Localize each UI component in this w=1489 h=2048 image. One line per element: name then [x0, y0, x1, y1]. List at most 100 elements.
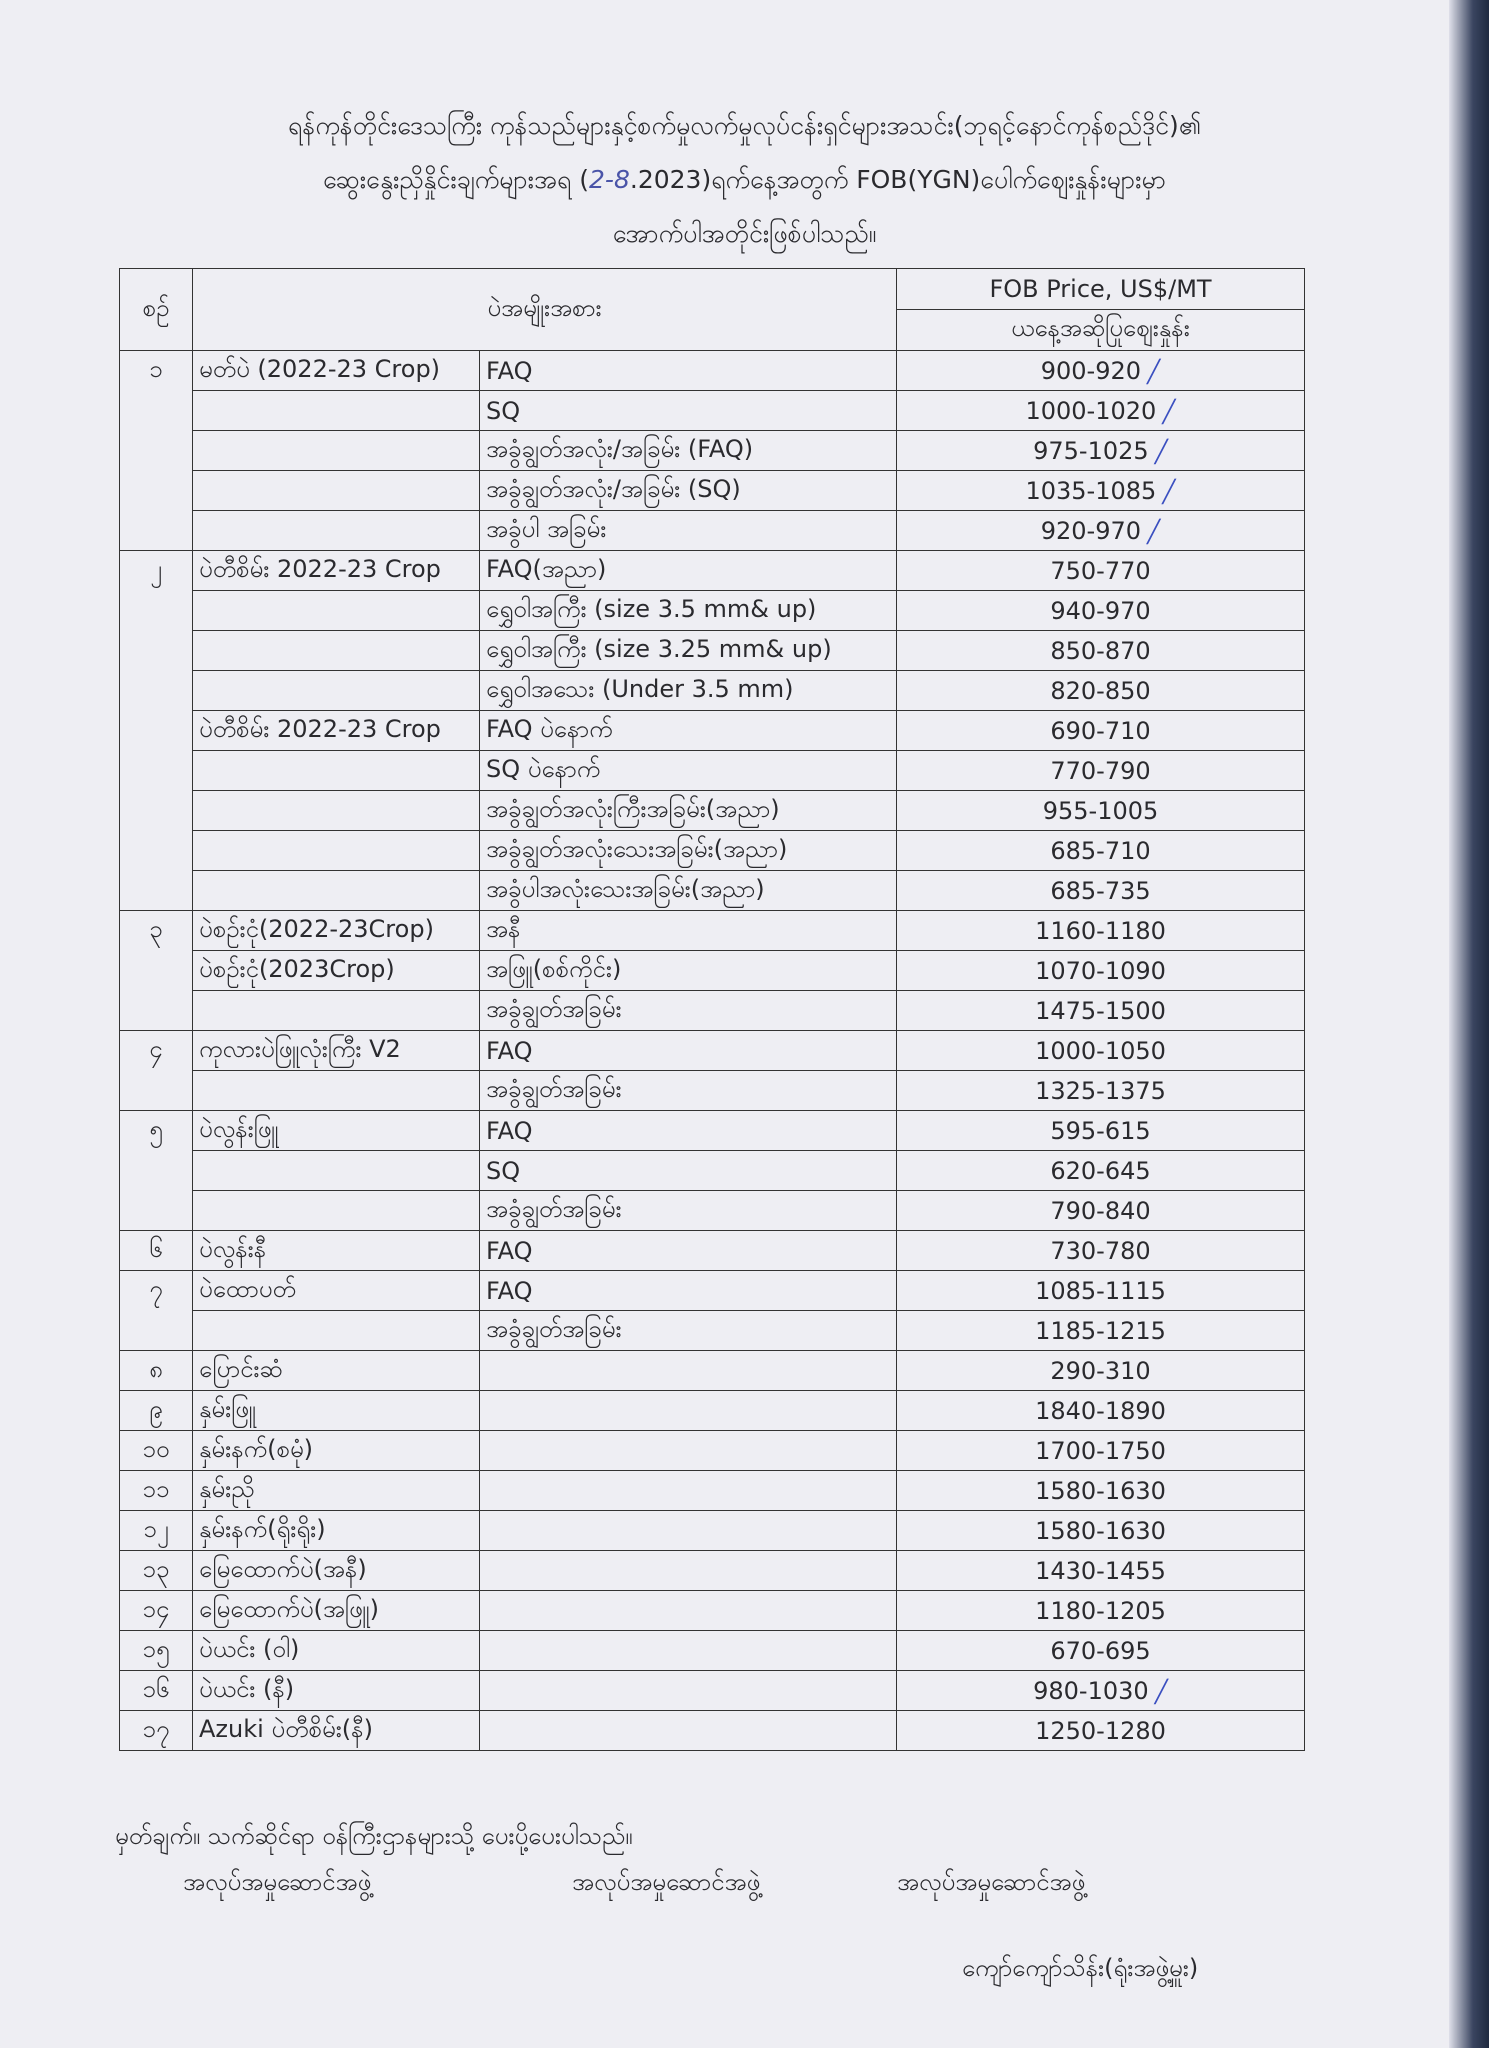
remark-note: မှတ်ချက်။ သက်ဆိုင်ရာ ဝန်ကြီးဌာနများသို့ … [115, 1822, 633, 1850]
row-price: 1185-1215 [896, 1310, 1305, 1351]
title-line-3: အောက်ပါအတိုင်းဖြစ်ပါသည်။ [612, 219, 877, 248]
row-price: 940-970 [896, 590, 1305, 631]
handwritten-check-icon: ╱ [1147, 519, 1161, 545]
row-number [119, 990, 193, 1031]
row-category: ပဲစဉ်းငုံ(2023Crop) [192, 950, 480, 991]
table-row: ၅ပဲလွန်းဖြူ FAQ 595-615 [119, 1110, 1305, 1151]
row-price: 920-970 ╱ [896, 510, 1305, 551]
row-price: 1035-1085 ╱ [896, 470, 1305, 511]
row-number: ၁၃ [119, 1550, 193, 1591]
handwritten-check-icon: ╱ [1162, 479, 1176, 505]
row-price: 1475-1500 [896, 990, 1305, 1031]
row-category: နှမ်းနက်(ရိုးရိုး) [192, 1510, 480, 1551]
row-grade: ရွှေဝါအကြီး (size 3.25 mm& up) [479, 630, 897, 671]
row-category: ပဲတီစိမ်း 2022-23 Crop [192, 550, 480, 591]
signature-label: အလုပ်အမှုဆောင်အဖွဲ့ [183, 1868, 372, 1896]
row-category: ပဲယင်း (နီ) [192, 1670, 480, 1711]
row-number: ၁၆ [119, 1670, 193, 1711]
row-price: 290-310 [896, 1350, 1305, 1391]
row-price: 820-850 [896, 670, 1305, 711]
row-price: 1430-1455 [896, 1550, 1305, 1591]
row-grade: အနီ [479, 910, 897, 951]
scan-edge-shadow [1449, 0, 1489, 2048]
table-row: ၉နှမ်းဖြူ 1840-1890 [119, 1390, 1305, 1431]
row-category [192, 870, 480, 911]
price-value: 1180-1205 [1035, 1596, 1166, 1625]
row-price: 620-645 [896, 1150, 1305, 1191]
price-value: 790-840 [1050, 1196, 1151, 1225]
row-number: ၁၁ [119, 1470, 193, 1511]
table-row: ၁၄ မြေထောက်ပဲ(အဖြူ) 1180-1205 [119, 1590, 1305, 1631]
row-number [119, 390, 193, 431]
table-row: ၈ပြောင်းဆံ 290-310 [119, 1350, 1305, 1391]
row-grade: FAQ [479, 1110, 897, 1151]
row-price: 1580-1630 [896, 1510, 1305, 1551]
row-number [119, 590, 193, 631]
price-value: 730-780 [1050, 1236, 1151, 1265]
row-category: မြေထောက်ပဲ(အနီ) [192, 1550, 480, 1591]
header-row: စဉ် ပဲအမျိုးအစား FOB Price, US$/MT [119, 268, 1305, 351]
row-price: 770-790 [896, 750, 1305, 791]
table-row: ၁၁ နှမ်းညို 1580-1630 [119, 1470, 1305, 1511]
header-price-sub: ယနေ့အဆိုပြုဈေးနှုန်း [896, 309, 1305, 351]
table-row: ၁၂ နှမ်းနက်(ရိုးရိုး) 1580-1630 [119, 1510, 1305, 1551]
price-value: 1840-1890 [1035, 1396, 1166, 1425]
row-grade: ရွှေဝါအကြီး (size 3.5 mm& up) [479, 590, 897, 631]
row-grade: FAQ(အညာ) [479, 550, 897, 591]
row-price: 1840-1890 [896, 1390, 1305, 1431]
table-row: SQ 620-645 [119, 1150, 1305, 1191]
price-value: 850-870 [1050, 636, 1151, 665]
row-price: 685-710 [896, 830, 1305, 871]
row-category [192, 390, 480, 431]
price-value: 1000-1020 [1025, 396, 1157, 425]
row-number [119, 750, 193, 791]
row-grade: အခွံပါ အခြမ်း [479, 510, 897, 551]
row-grade: SQ ပဲနောက် [479, 750, 897, 791]
title-text: .2023)ရက်နေ့အတွက် FOB(YGN)ပေါက်ဈေးနှုန်း… [629, 165, 1167, 194]
handwritten-check-icon: ╱ [1162, 399, 1176, 425]
row-category [192, 590, 480, 631]
price-value: 920-970 [1040, 516, 1142, 545]
price-value: 290-310 [1050, 1356, 1151, 1385]
table-row: SQ 1000-1020 ╱ [119, 390, 1305, 431]
table-row: ၁၃ မြေထောက်ပဲ(အနီ) 1430-1455 [119, 1550, 1305, 1591]
price-value: 1085-1115 [1035, 1276, 1166, 1305]
row-category: ကုလားပဲဖြူလုံးကြီး V2 [192, 1030, 480, 1071]
header-row: ယနေ့အဆိုပြုဈေးနှုန်း [120, 309, 1305, 351]
row-number: ၂ [119, 550, 193, 591]
price-value: 1185-1215 [1035, 1316, 1166, 1345]
handwritten-check-icon: ╱ [1154, 1679, 1168, 1705]
row-category [192, 670, 480, 711]
row-grade: အခွံချွတ်အလုံးကြီးအခြမ်း(အညာ) [479, 790, 897, 831]
row-number: ၄ [119, 1030, 193, 1071]
title-text: ဆွေးနွေးညှိနှိုင်းချက်များအရ ( [322, 165, 590, 194]
row-category: နှမ်းနက်(စမုံ) [192, 1430, 480, 1471]
row-category [192, 1310, 480, 1351]
row-price: 975-1025 ╱ [896, 430, 1305, 471]
table-row: ရွှေဝါအကြီး (size 3.5 mm& up) 940-970 [119, 590, 1305, 631]
row-price: 1085-1115 [896, 1270, 1305, 1311]
table-row: ပဲစဉ်းငုံ(2023Crop) အဖြူ(စစ်ကိုင်း) 1070-1… [119, 950, 1305, 991]
row-price: 955-1005 [896, 790, 1305, 831]
row-grade: FAQ [479, 1270, 897, 1311]
table-row: ၁၅ ပဲယင်း (ဝါ) 670-695 [119, 1630, 1305, 1671]
price-value: 1250-1280 [1035, 1716, 1166, 1745]
row-grade [479, 1710, 897, 1751]
row-grade [479, 1350, 897, 1391]
handwritten-date: 2-8 [589, 165, 630, 194]
price-value: 1475-1500 [1035, 996, 1166, 1025]
row-category: နှမ်းဖြူ [192, 1390, 480, 1431]
row-number [119, 950, 193, 991]
row-category: ပဲစဉ်းငုံ(2022-23Crop) [192, 910, 480, 951]
row-category [192, 1190, 480, 1231]
table-row: ၇ပဲထောပတ် FAQ 1085-1115 [119, 1270, 1305, 1311]
row-category [192, 830, 480, 871]
signer-name: ကျော်ကျော်သိန်း(ရုံးအဖွဲ့မှူး) [962, 1954, 1199, 1982]
table-row: ၁၀ နှမ်းနက်(စမုံ) 1700-1750 [119, 1430, 1305, 1471]
header-price: FOB Price, US$/MT [896, 268, 1305, 310]
row-grade: ရွှေဝါအသေး (Under 3.5 mm) [479, 670, 897, 711]
row-category [192, 510, 480, 551]
row-grade: အခွံပါအလုံးသေးအခြမ်း(အညာ) [479, 870, 897, 911]
price-value: 685-735 [1050, 876, 1151, 905]
row-grade: FAQ [479, 1030, 897, 1071]
